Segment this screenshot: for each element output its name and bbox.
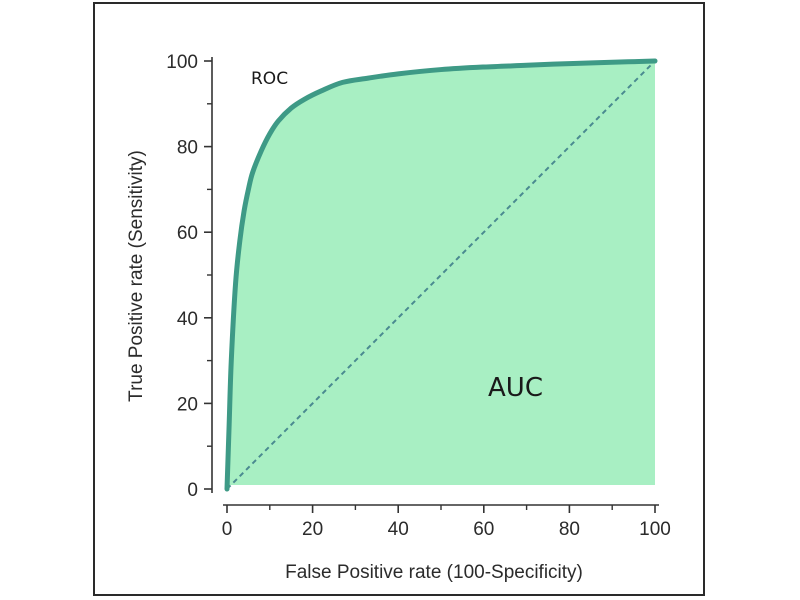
y-tick-label: 40	[177, 309, 198, 330]
roc-curve	[224, 58, 658, 492]
x-tick-label: 20	[302, 519, 323, 540]
y-tick-label: 20	[177, 394, 198, 415]
x-tick-label: 80	[559, 519, 580, 540]
y-tick-label: 60	[177, 223, 198, 244]
y-tick-label: 0	[187, 480, 198, 501]
x-axis-title: False Positive rate (100-Specificity)	[285, 562, 583, 583]
x-tick-label: 40	[388, 519, 409, 540]
ticks: 0 20 40 60 80 100 0 20 40 60 80 100	[166, 52, 671, 540]
y-tick-label: 100	[166, 52, 198, 73]
x-tick-label: 0	[222, 519, 233, 540]
x-tick-label: 100	[639, 519, 671, 540]
roc-annotation: ROC	[251, 69, 288, 89]
y-tick-label: 80	[177, 138, 198, 159]
auc-annotation: AUC	[488, 373, 543, 403]
diagonal-reference-line	[226, 60, 656, 490]
x-tick-label: 60	[473, 519, 494, 540]
y-axis-title: True Positive rate (Sensitivity)	[126, 150, 147, 402]
